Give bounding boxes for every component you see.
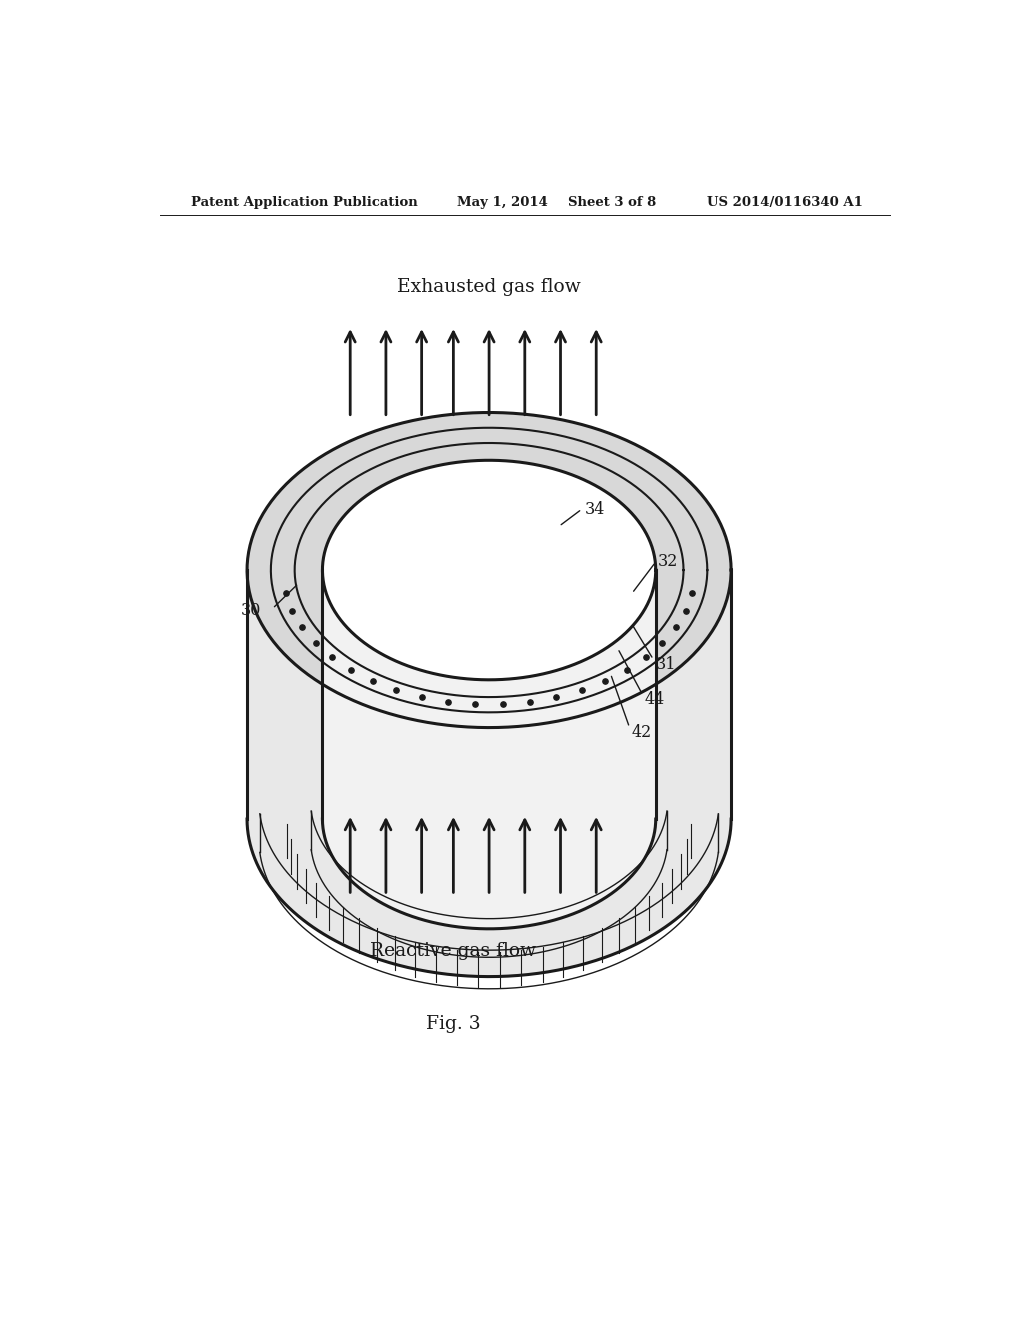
Text: 34: 34 [585, 500, 605, 517]
Text: May 1, 2014: May 1, 2014 [458, 197, 548, 209]
Text: 32: 32 [658, 553, 679, 570]
Text: 30: 30 [241, 602, 261, 619]
Text: Reactive gas flow: Reactive gas flow [371, 942, 537, 960]
Text: Fig. 3: Fig. 3 [426, 1015, 480, 1034]
Text: Patent Application Publication: Patent Application Publication [191, 197, 418, 209]
Polygon shape [323, 570, 655, 929]
Polygon shape [247, 413, 731, 727]
Text: 42: 42 [632, 725, 652, 741]
Text: Sheet 3 of 8: Sheet 3 of 8 [568, 197, 656, 209]
Text: 31: 31 [655, 656, 676, 673]
Text: US 2014/0116340 A1: US 2014/0116340 A1 [708, 197, 863, 209]
Text: Exhausted gas flow: Exhausted gas flow [397, 279, 581, 297]
Polygon shape [247, 570, 731, 977]
Text: 44: 44 [645, 690, 665, 708]
